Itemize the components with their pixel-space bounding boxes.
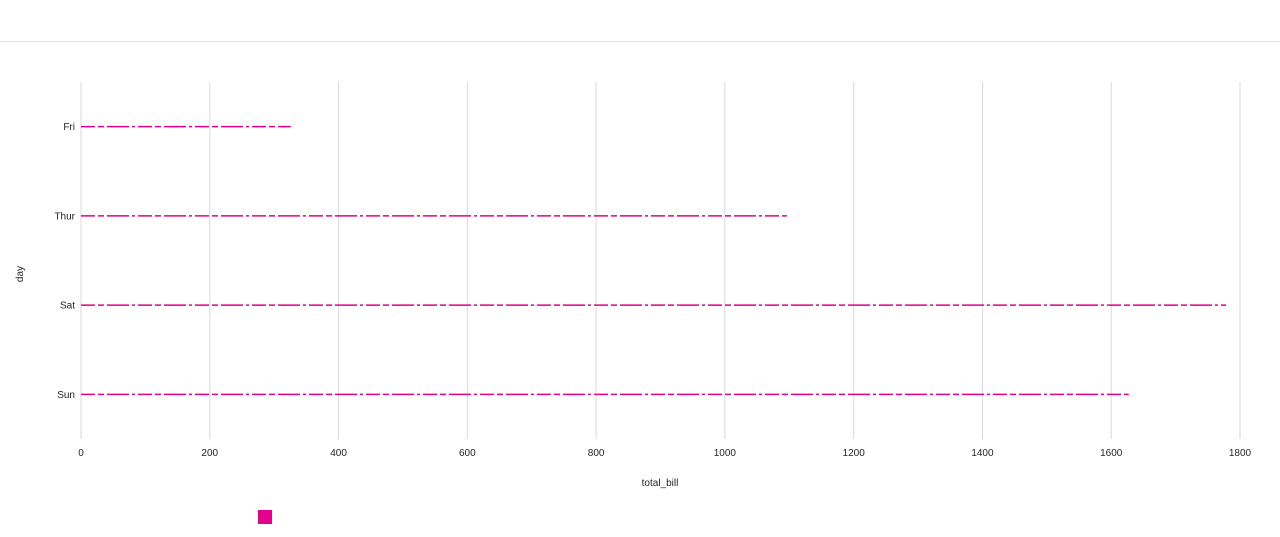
x-tick-label: 600 bbox=[459, 448, 476, 459]
bar-chart: Fri Thur Sat Sun 0 200 400 600 800 1000 1200 1400 1… bbox=[15, 82, 1252, 524]
x-tick-label: 0 bbox=[78, 448, 84, 459]
y-axis-label: day bbox=[15, 266, 26, 282]
x-tick-label: 200 bbox=[201, 448, 218, 459]
grid-lines bbox=[80, 82, 1241, 439]
x-tick-label: 800 bbox=[588, 448, 605, 459]
chart-area: Fri Thur Sat Sun 0 200 400 600 800 1000 1200 1400 1… bbox=[0, 42, 1280, 532]
x-tick-label: 1800 bbox=[1229, 448, 1252, 459]
y-tick-label: Sat bbox=[60, 301, 75, 312]
x-tick-label: 400 bbox=[330, 448, 347, 459]
x-axis-label: total_bill bbox=[642, 478, 679, 489]
bars bbox=[81, 125, 1227, 396]
x-tick-label: 1000 bbox=[714, 448, 737, 459]
y-tick-label: Thur bbox=[54, 211, 75, 222]
y-tick-label: Sun bbox=[57, 390, 75, 401]
legend-swatch[interactable] bbox=[258, 510, 272, 524]
x-tick-label: 1600 bbox=[1100, 448, 1123, 459]
x-tick-label: 1200 bbox=[843, 448, 866, 459]
y-tick-label: Fri bbox=[63, 122, 75, 133]
x-tick-label: 1400 bbox=[971, 448, 994, 459]
x-tick-labels: 0 200 400 600 800 1000 1200 1400 1600 1800 bbox=[78, 448, 1251, 459]
top-toolbar bbox=[0, 0, 1280, 42]
y-tick-labels: Fri Thur Sat Sun bbox=[54, 122, 75, 401]
